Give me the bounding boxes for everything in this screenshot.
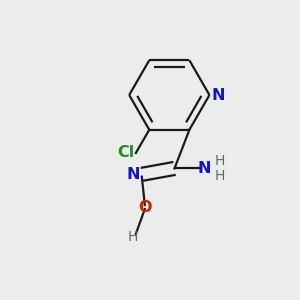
Text: N: N [197,161,211,176]
Text: H: H [214,154,225,168]
Text: N: N [127,167,140,182]
Text: Cl: Cl [117,146,134,160]
Text: O: O [138,200,152,214]
Text: N: N [212,88,225,103]
Text: H: H [128,230,138,244]
Text: H: H [214,169,225,183]
